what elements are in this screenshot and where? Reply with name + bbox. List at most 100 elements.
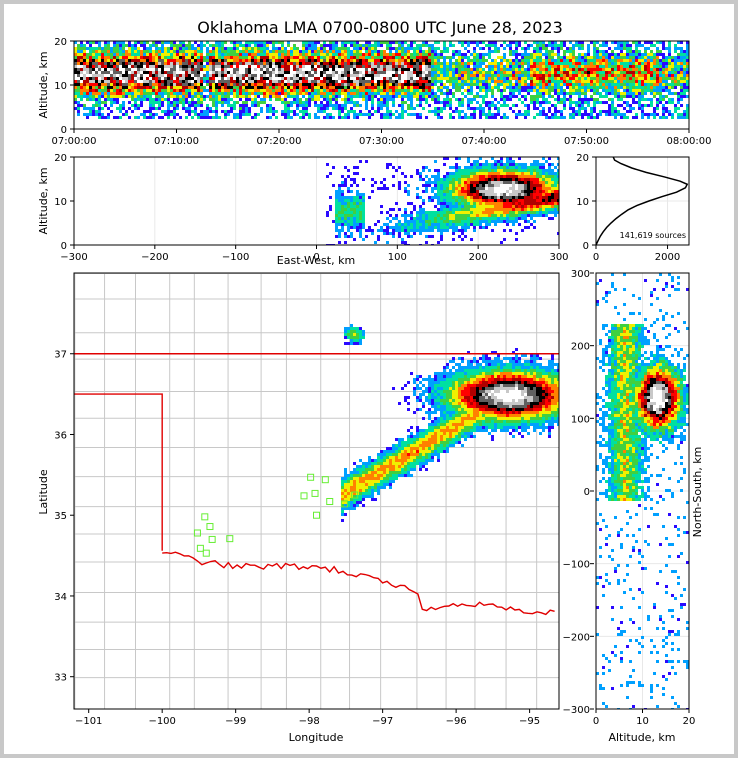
density-cell <box>377 110 380 113</box>
density-cell <box>518 41 521 44</box>
density-cell <box>410 80 413 83</box>
density-cell <box>449 214 452 217</box>
density-cell <box>446 50 449 53</box>
density-cell <box>92 53 95 56</box>
density-cell <box>410 229 413 232</box>
density-cell <box>170 50 173 53</box>
density-cell <box>77 44 80 47</box>
density-cell <box>356 89 359 92</box>
density-cell <box>326 95 329 98</box>
density-cell <box>407 44 410 47</box>
density-cell <box>185 62 188 65</box>
density-cell <box>347 223 350 226</box>
density-cell <box>92 107 95 110</box>
density-cell <box>83 56 86 59</box>
density-cell <box>359 193 362 196</box>
density-cell <box>377 59 380 62</box>
density-cell <box>125 53 128 56</box>
density-cell <box>548 77 551 80</box>
density-cell <box>509 107 512 110</box>
density-cell <box>410 92 413 95</box>
density-cell <box>503 68 506 71</box>
density-cell <box>179 71 182 74</box>
density-cell <box>563 95 566 98</box>
density-cell <box>533 80 536 83</box>
density-cell <box>590 107 593 110</box>
density-cell <box>260 56 263 59</box>
density-cell <box>536 77 539 80</box>
density-cell <box>314 95 317 98</box>
density-cell <box>596 53 599 56</box>
density-cell <box>614 86 617 89</box>
density-cell <box>332 107 335 110</box>
density-cell <box>617 71 620 74</box>
density-cell <box>131 44 134 47</box>
density-cell <box>173 116 176 119</box>
density-cell <box>428 74 431 77</box>
density-cell <box>371 95 374 98</box>
density-cell <box>245 44 248 47</box>
density-cell <box>623 71 626 74</box>
density-cell <box>101 56 104 59</box>
density-cell <box>350 190 353 193</box>
density-cell <box>323 59 326 62</box>
density-cell <box>389 86 392 89</box>
density-cell <box>677 56 680 59</box>
density-cell <box>407 223 410 226</box>
density-cell <box>302 53 305 56</box>
density-cell <box>221 71 224 74</box>
density-cell <box>236 68 239 71</box>
density-cell <box>290 86 293 89</box>
density-cell <box>365 95 368 98</box>
density-cell <box>335 62 338 65</box>
density-cell <box>596 59 599 62</box>
density-cell <box>680 62 683 65</box>
density-cell <box>302 47 305 50</box>
density-cell <box>197 113 200 116</box>
density-cell <box>623 80 626 83</box>
density-cell <box>320 107 323 110</box>
density-cell <box>668 92 671 95</box>
density-cell <box>215 65 218 68</box>
density-cell <box>197 98 200 101</box>
density-cell <box>353 83 356 86</box>
density-cell <box>254 47 257 50</box>
density-cell <box>254 74 257 77</box>
density-cell <box>344 80 347 83</box>
density-cell <box>557 89 560 92</box>
density-cell <box>203 65 206 68</box>
density-cell <box>476 53 479 56</box>
density-cell <box>587 53 590 56</box>
density-cell <box>116 59 119 62</box>
density-cell <box>440 68 443 71</box>
density-cell <box>338 110 341 113</box>
density-cell <box>293 44 296 47</box>
density-cell <box>335 196 338 199</box>
density-cell <box>410 175 413 178</box>
density-cell <box>128 116 131 119</box>
density-cell <box>158 77 161 80</box>
density-cell <box>581 89 584 92</box>
density-cell <box>323 71 326 74</box>
density-cell <box>665 56 668 59</box>
density-cell <box>608 83 611 86</box>
density-cell <box>593 101 596 104</box>
density-cell <box>512 77 515 80</box>
density-cell <box>290 71 293 74</box>
density-cell <box>446 74 449 77</box>
density-cell <box>272 110 275 113</box>
density-cell <box>593 41 596 44</box>
density-cell <box>131 71 134 74</box>
density-cell <box>146 59 149 62</box>
density-cell <box>200 65 203 68</box>
density-cell <box>218 68 221 71</box>
density-cell <box>608 77 611 80</box>
density-cell <box>398 95 401 98</box>
density-cell <box>434 110 437 113</box>
density-cell <box>260 68 263 71</box>
density-cell <box>266 92 269 95</box>
density-cell <box>128 83 131 86</box>
density-cell <box>488 80 491 83</box>
density-cell <box>428 214 431 217</box>
density-cell <box>377 41 380 44</box>
